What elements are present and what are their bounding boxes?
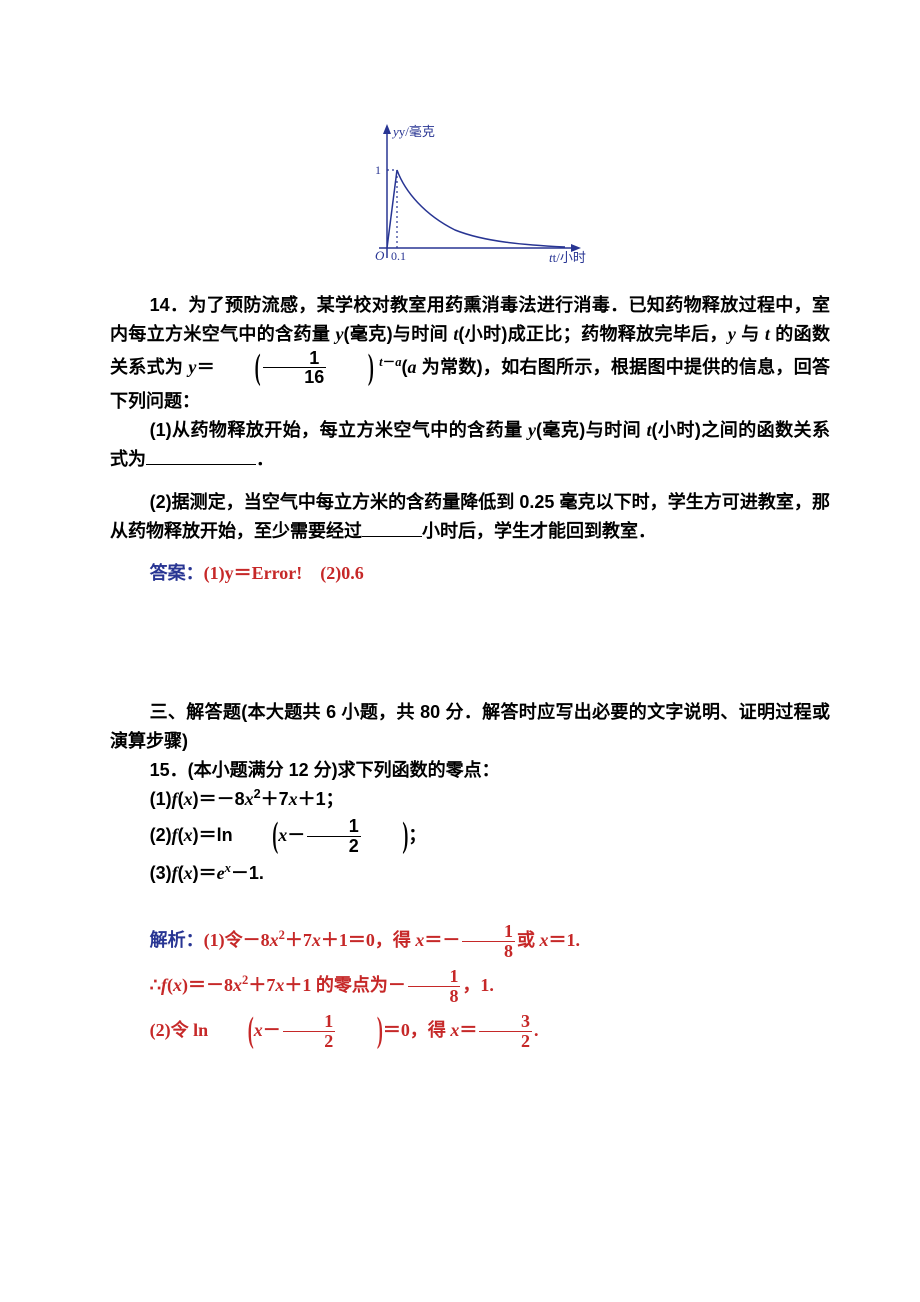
s1c-den: 8 [408, 986, 461, 1006]
q14-part2: (2)据测定，当空气中每立方米的含药量降低到 0.25 毫克以下时，学生方可进教… [110, 488, 830, 546]
p2-x: x [278, 825, 287, 845]
q14-paragraph: 14．为了预防流感，某学校对教室用药熏消毒法进行消毒．已知药物释放过程中，室内每… [110, 291, 830, 416]
solution-line-1: 解析：(1)令－8x2＋7x＋1＝0，得 x＝－18或 x＝1. [110, 918, 830, 963]
y-var-2: y [728, 324, 736, 344]
y-tick-1: 1 [375, 163, 381, 177]
chart-svg: yy/毫克 tt/小时 1 0.1 O [345, 100, 595, 285]
sol2-c: . [534, 1020, 539, 1040]
s2-minus: － [263, 1020, 281, 1040]
rparen-big: ) [328, 338, 374, 396]
answer-label: 答案： [150, 563, 204, 583]
y-axis-arrow [383, 124, 391, 134]
q14-part1: (1)从药物释放开始，每立方米空气中的含药量 y(毫克)与时间 t(小时)之间的… [110, 416, 830, 474]
blank-1 [146, 446, 256, 465]
sol2-a: (2)令 ln [150, 1020, 209, 1040]
q15-p3: (3)f(x)＝ex－1. [110, 859, 830, 888]
s2f2-num: 3 [479, 1012, 532, 1031]
answer-text: (1)y＝Error! (2)0.6 [204, 563, 364, 583]
spacer-3 [110, 588, 830, 698]
section3-heading: 三、解答题(本大题共 6 小题，共 80 分．解答时应写出必要的文字说明、证明过… [110, 698, 830, 756]
frac-3-2: 32 [479, 1012, 532, 1051]
answer-14: 答案：(1)y＝Error! (2)0.6 [110, 559, 830, 588]
s1-num: 1 [462, 922, 515, 941]
frac-num: 1 [263, 349, 327, 368]
q15-p2-a: (2)f(x)＝ln [150, 825, 233, 845]
frac-1-2: 12 [307, 817, 361, 856]
frac-1-16: 116 [263, 349, 327, 388]
s1-den: 8 [462, 941, 515, 961]
q14-p2-b: 小时后，学生才能回到教室． [422, 521, 656, 541]
q15-number: 15． [150, 760, 188, 780]
p2-den: 2 [307, 836, 361, 856]
decay-curve [397, 170, 565, 247]
sol1-b: 或 x＝1. [517, 930, 580, 950]
q15-p1: (1)f(x)＝－8x2＋7x＋1； [110, 785, 830, 814]
spacer-4 [110, 888, 830, 918]
q14-number: 14． [150, 295, 189, 315]
frac-1-8: 18 [462, 922, 515, 961]
s1c-num: 1 [408, 967, 461, 986]
rparen-big-3: ) [337, 986, 383, 1076]
frac-den: 16 [263, 367, 327, 387]
spacer-1 [110, 474, 830, 488]
period-1: ． [256, 449, 274, 469]
lparen-big: ( [215, 338, 261, 396]
origin-label: O [375, 248, 385, 263]
frac-1-2-b: 12 [283, 1012, 336, 1051]
p2-semi: ； [408, 825, 426, 845]
y-var-3: y [528, 420, 536, 440]
q14-text-d: 与 [736, 324, 765, 344]
blank-2 [362, 518, 422, 537]
frac-1-8-b: 18 [408, 967, 461, 1006]
solution-label: 解析： [150, 930, 204, 950]
s2f1-num: 1 [283, 1012, 336, 1031]
p2-minus: － [287, 825, 305, 845]
linear-segment [387, 170, 397, 248]
sol1c-b: ，1. [462, 975, 494, 995]
exp-t: t [379, 355, 383, 369]
x-tick-01: 0.1 [391, 249, 406, 263]
q14-text-c: (小时)成正比；药物释放完毕后， [458, 324, 728, 344]
sec3-a: 三、解答题 [150, 702, 242, 722]
sol1-a: (1)令－8x2＋7x＋1＝0，得 x＝－ [204, 930, 461, 950]
q15-stem: 15．(本小题满分 12 分)求下列函数的零点： [110, 756, 830, 785]
q14-p1-b: (毫克)与时间 [536, 420, 647, 440]
eq-eq: ＝ [196, 357, 215, 377]
q14-p1-a: (1)从药物释放开始，每立方米空气中的含药量 [150, 420, 528, 440]
s2f2-den: 2 [479, 1031, 532, 1051]
q15-p2: (2)f(x)＝ln(x－12)； [110, 813, 830, 859]
a-var: a [408, 357, 417, 377]
spacer-2 [110, 545, 830, 559]
solution-line-2: (2)令 ln(x－12)＝0，得 x＝32. [110, 1008, 830, 1054]
p2-num: 1 [307, 817, 361, 836]
x-axis-label: tt/小时 [549, 250, 586, 265]
q15-stem-text: (本小题满分 12 分)求下列函数的零点： [188, 760, 500, 780]
s2f1-den: 2 [283, 1031, 336, 1051]
lparen-big-3: ( [208, 986, 254, 1076]
y-axis-label: yy/毫克 [391, 124, 435, 139]
decay-curve-chart: yy/毫克 tt/小时 1 0.1 O [110, 100, 830, 285]
rparen-big-2: ) [363, 791, 409, 881]
lparen-big-2: ( [233, 791, 279, 881]
exponent: t－a [379, 355, 401, 369]
s2-x: x [254, 1020, 263, 1040]
sol2-b: ＝0，得 x＝ [383, 1020, 478, 1040]
